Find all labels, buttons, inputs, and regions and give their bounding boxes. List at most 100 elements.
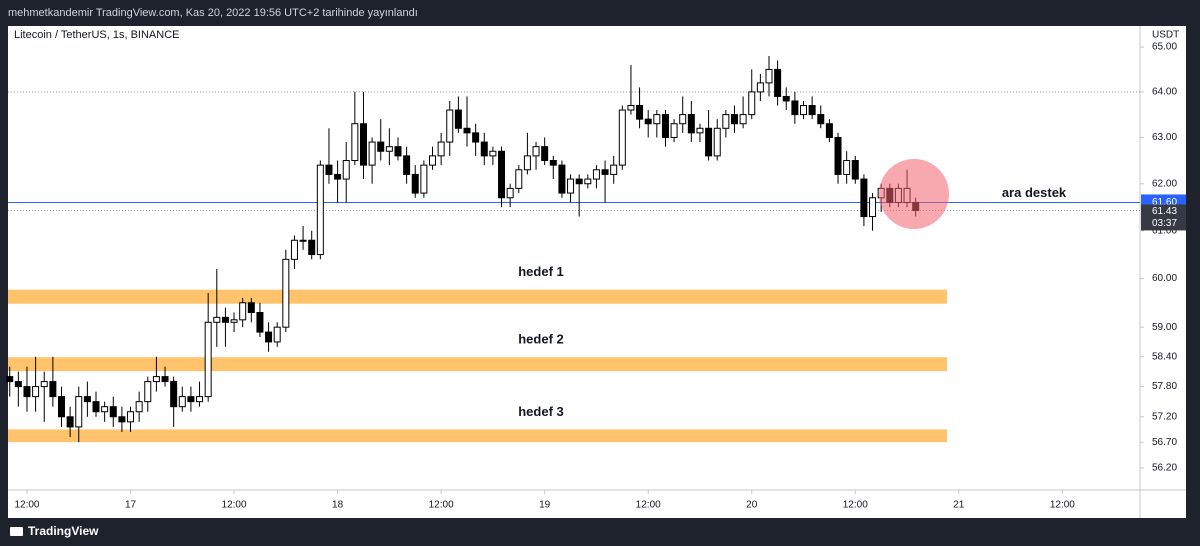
candle-body bbox=[765, 68, 773, 84]
target-zone bbox=[8, 357, 947, 372]
y-tick-label: 58.40 bbox=[1152, 351, 1177, 362]
candle-body bbox=[109, 406, 117, 418]
candle-body bbox=[265, 331, 273, 343]
candle-body bbox=[178, 396, 186, 408]
candle-body bbox=[247, 302, 255, 314]
candle-body bbox=[498, 150, 506, 199]
candle-body bbox=[636, 104, 644, 120]
candle-body bbox=[135, 401, 143, 413]
candle-body bbox=[670, 123, 678, 138]
candle-body bbox=[429, 155, 436, 166]
candle-body bbox=[748, 91, 756, 116]
candle-body bbox=[385, 146, 393, 152]
x-tick-label: 12:00 bbox=[636, 500, 661, 511]
x-tick-label: 20 bbox=[746, 500, 758, 511]
candle-body bbox=[221, 316, 229, 323]
highlight-circle bbox=[879, 159, 949, 229]
candle-body bbox=[377, 141, 385, 152]
y-tick-label: 63.00 bbox=[1152, 132, 1177, 143]
candle-body bbox=[834, 136, 842, 175]
candle-body bbox=[843, 160, 851, 175]
candle-body bbox=[808, 104, 816, 116]
candle-body bbox=[308, 239, 316, 256]
candle-body bbox=[32, 386, 40, 398]
y-tick-label: 60.00 bbox=[1152, 273, 1177, 284]
candle-body bbox=[730, 114, 738, 125]
candle-body bbox=[515, 169, 523, 189]
candle-body bbox=[152, 376, 160, 383]
support-label: ara destek bbox=[1002, 185, 1067, 200]
candle-body bbox=[532, 146, 540, 157]
last-price-tag bbox=[1141, 204, 1186, 231]
x-tick-label: 18 bbox=[332, 500, 344, 511]
candle-body bbox=[679, 114, 687, 125]
x-tick-label: 12:00 bbox=[14, 500, 39, 511]
candle-body bbox=[196, 396, 204, 403]
candle-body bbox=[463, 127, 471, 134]
y-tick-label: 57.20 bbox=[1152, 411, 1177, 422]
candle-body bbox=[446, 109, 454, 143]
candle-body bbox=[334, 173, 342, 180]
candle-body bbox=[696, 127, 704, 134]
y-tick-label: 64.00 bbox=[1152, 87, 1177, 98]
candle-body bbox=[739, 114, 747, 125]
candle-body bbox=[756, 82, 764, 93]
candle-body bbox=[437, 141, 445, 157]
support-price-label: 61.60 bbox=[1152, 197, 1177, 208]
candle-body bbox=[800, 104, 808, 116]
candle-body bbox=[351, 123, 359, 162]
candle-body bbox=[368, 141, 376, 166]
x-tick-label: 21 bbox=[953, 500, 965, 511]
candle-body bbox=[290, 239, 298, 260]
candle-body bbox=[825, 123, 833, 138]
candle-body bbox=[782, 95, 790, 102]
zone-label: hedef 2 bbox=[518, 332, 564, 347]
target-zone bbox=[8, 289, 947, 304]
y-tick-label: 65.00 bbox=[1152, 42, 1177, 53]
x-tick-label: 12:00 bbox=[843, 500, 868, 511]
candle-body bbox=[66, 416, 74, 428]
y-tick-label: 61.00 bbox=[1152, 225, 1177, 236]
x-tick-label: 12:00 bbox=[222, 500, 247, 511]
unit-label: USDT bbox=[1152, 30, 1179, 41]
candle-body bbox=[14, 381, 22, 388]
candle-body bbox=[610, 164, 618, 175]
candle-body bbox=[57, 396, 65, 418]
candle-body bbox=[567, 178, 575, 194]
candle-body bbox=[273, 326, 281, 343]
candle-body bbox=[523, 155, 531, 171]
candle-body bbox=[541, 146, 549, 162]
candle-body bbox=[118, 416, 126, 423]
candle-body bbox=[791, 100, 799, 116]
zone-label: hedef 1 bbox=[518, 264, 564, 279]
candle-body bbox=[230, 319, 238, 323]
candle-body bbox=[6, 376, 14, 383]
candle-body bbox=[282, 258, 290, 328]
candle-body bbox=[713, 127, 721, 157]
candle-body bbox=[359, 123, 367, 166]
y-tick-label: 56.70 bbox=[1152, 437, 1177, 448]
candle-body bbox=[851, 160, 859, 180]
candle-body bbox=[601, 169, 609, 175]
candle-body bbox=[83, 396, 91, 403]
y-tick-label: 59.00 bbox=[1152, 322, 1177, 333]
candle-body bbox=[101, 406, 109, 413]
candle-body bbox=[187, 396, 195, 403]
header-text: mehmetkandemir TradingView.com, Kas 20, … bbox=[8, 7, 418, 19]
y-tick-label: 57.80 bbox=[1152, 381, 1177, 392]
candle-body bbox=[575, 178, 583, 185]
candle-body bbox=[705, 127, 713, 157]
footer-brand: TradingView bbox=[28, 524, 99, 538]
candle-body bbox=[256, 312, 264, 333]
logo-icon bbox=[10, 527, 23, 536]
candle-body bbox=[774, 68, 782, 97]
target-zone bbox=[8, 429, 947, 443]
candle-body bbox=[489, 150, 497, 157]
candle-body bbox=[127, 411, 135, 423]
countdown-label: 03:37 bbox=[1152, 218, 1177, 229]
candle-body bbox=[644, 118, 652, 125]
candle-body bbox=[40, 381, 48, 388]
plot: 65.00 64.00 63.00 62.00 61.00 60.00 59.00 58.40… bbox=[6, 42, 1186, 511]
x-tick-label: 17 bbox=[125, 500, 137, 511]
